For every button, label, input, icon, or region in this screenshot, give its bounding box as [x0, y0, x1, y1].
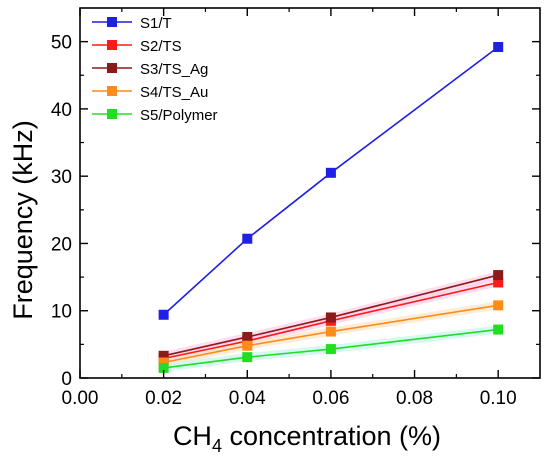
- legend-marker: [107, 17, 117, 27]
- data-point: [325, 312, 336, 323]
- data-point: [158, 350, 169, 361]
- legend-label: S5/Polymer: [140, 107, 218, 124]
- data-point: [242, 331, 253, 342]
- data-point: [325, 326, 336, 337]
- data-point: [158, 309, 169, 320]
- x-axis-title-rest: concentration (%): [222, 421, 441, 451]
- x-tick-label: 0.04: [229, 388, 266, 409]
- x-axis-title-subscript: 4: [212, 436, 222, 456]
- y-tick-label: 50: [51, 33, 72, 54]
- data-point: [325, 344, 336, 355]
- data-point: [158, 362, 169, 373]
- legend-marker: [107, 40, 117, 50]
- data-point: [493, 270, 504, 281]
- y-tick-label: 30: [51, 167, 72, 188]
- data-point: [493, 277, 504, 288]
- x-tick-label: 0.06: [312, 388, 349, 409]
- data-point: [493, 42, 504, 53]
- x-axis-title-main: CH: [173, 421, 212, 451]
- series-line: [163, 304, 499, 364]
- x-tick-label: 0.00: [62, 388, 99, 409]
- series-markers: [158, 42, 504, 373]
- legend-marker: [107, 63, 117, 73]
- x-tick-label: 0.08: [396, 388, 433, 409]
- series-line: [163, 281, 499, 360]
- y-tick-label: 10: [51, 302, 72, 323]
- legend-label: S2/TS: [140, 38, 182, 55]
- x-tick-label: 0.02: [145, 388, 182, 409]
- legend: S1/T S2/TS S3/TS_Ag S4/TS_Au S5/Polymer: [92, 15, 218, 124]
- data-point: [325, 167, 336, 178]
- legend-marker: [107, 109, 117, 119]
- x-tick-label: 0.10: [480, 388, 517, 409]
- series-line: [163, 328, 499, 369]
- series-lines: [163, 46, 499, 369]
- legend-label: S3/TS_Ag: [140, 61, 208, 78]
- legend-marker: [107, 86, 117, 96]
- y-tick-label: 20: [51, 234, 72, 255]
- axes: 0.00 0.02 0.04 0.06 0.08 0.10 0 10 20 30 40 50: [51, 7, 541, 409]
- data-point: [242, 352, 253, 363]
- y-tick-label: 40: [51, 100, 72, 121]
- y-axis-title: Frequency (kHz): [8, 120, 38, 320]
- plot-frame: [79, 7, 541, 379]
- data-point: [493, 324, 504, 335]
- data-point: [493, 300, 504, 311]
- data-point: [242, 233, 253, 244]
- data-point: [242, 340, 253, 351]
- legend-label: S1/T: [140, 15, 172, 32]
- legend-label: S4/TS_Au: [140, 84, 208, 101]
- series-line: [163, 274, 499, 357]
- series-line: [163, 46, 499, 316]
- y-tick-label: 0: [61, 369, 72, 390]
- data-point: [158, 357, 169, 368]
- x-axis-title: CH4 concentration (%): [173, 421, 441, 456]
